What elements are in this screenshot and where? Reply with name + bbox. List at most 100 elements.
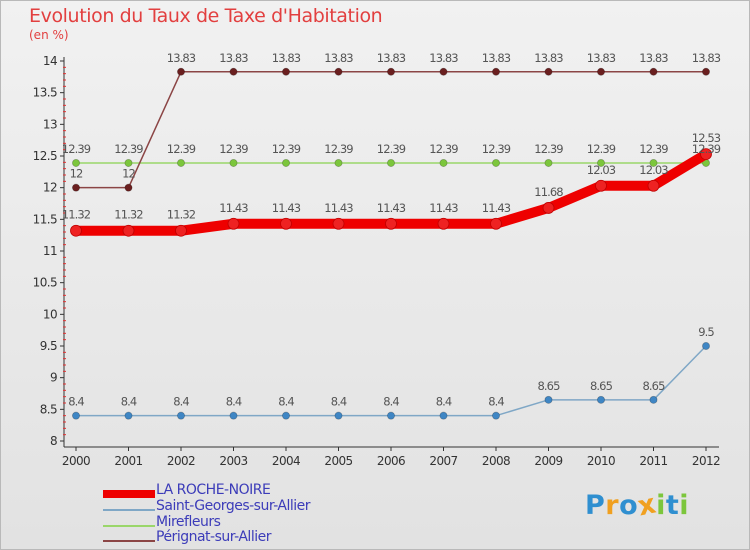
data-label: 8.4 bbox=[226, 395, 242, 409]
y-tick-label: 10.5 bbox=[33, 276, 57, 290]
data-point bbox=[229, 67, 238, 76]
data-point bbox=[700, 148, 712, 161]
y-tick-label: 8.5 bbox=[40, 402, 57, 416]
x-tick-label: 2005 bbox=[324, 454, 352, 468]
data-point bbox=[490, 217, 502, 230]
data-label: 12 bbox=[122, 167, 135, 181]
legend-label-perignat: Pérignat-sur-Allier bbox=[156, 529, 271, 545]
x-tick-label: 2001 bbox=[114, 454, 142, 468]
data-label: 11.32 bbox=[114, 208, 143, 222]
data-point bbox=[229, 158, 238, 167]
y-tick-label: 13 bbox=[43, 117, 57, 131]
x-tick-label: 2000 bbox=[62, 454, 90, 468]
data-point bbox=[334, 411, 343, 420]
data-label: 8.4 bbox=[383, 395, 399, 409]
data-point bbox=[334, 67, 343, 76]
legend-label-la-roche-noire: LA ROCHE-NOIRE bbox=[156, 482, 271, 498]
data-label: 8.4 bbox=[173, 395, 189, 409]
data-point bbox=[437, 217, 450, 230]
data-point bbox=[229, 411, 238, 420]
data-point bbox=[281, 67, 290, 76]
y-tick-label: 10 bbox=[43, 307, 57, 321]
data-label: 12.39 bbox=[482, 142, 511, 156]
data-point bbox=[491, 67, 500, 76]
data-point bbox=[175, 224, 187, 237]
data-label: 12.39 bbox=[639, 142, 668, 156]
y-tick-label: 9.5 bbox=[40, 339, 57, 353]
data-point bbox=[597, 158, 606, 167]
data-label: 11.43 bbox=[429, 201, 458, 215]
legend-swatch-saint-georges bbox=[103, 509, 155, 511]
data-point bbox=[595, 179, 607, 192]
data-label: 13.83 bbox=[219, 51, 248, 65]
y-tick-label: 11.5 bbox=[33, 212, 57, 226]
data-point bbox=[176, 67, 185, 76]
y-tick-label: 8 bbox=[50, 434, 57, 448]
legend-swatch-perignat bbox=[103, 540, 155, 542]
data-label: 8.4 bbox=[436, 395, 452, 409]
legend-label-mirefleurs: Mirefleurs bbox=[156, 514, 221, 530]
x-tick-label: 2012 bbox=[692, 454, 720, 468]
data-point bbox=[124, 158, 133, 167]
data-point bbox=[122, 224, 135, 237]
data-label: 8.65 bbox=[642, 379, 665, 393]
logo-letter: P bbox=[585, 490, 606, 521]
x-tick-label: 2007 bbox=[429, 454, 457, 468]
data-point bbox=[334, 158, 343, 167]
x-tick-label: 2009 bbox=[534, 454, 562, 468]
y-tick-label: 11 bbox=[43, 244, 57, 258]
data-point bbox=[72, 183, 81, 192]
data-point bbox=[280, 217, 292, 230]
data-label: 11.43 bbox=[324, 201, 353, 215]
data-point bbox=[281, 411, 290, 420]
data-label: 12.39 bbox=[219, 142, 248, 156]
data-label: 13.83 bbox=[324, 51, 353, 65]
data-label: 13.83 bbox=[429, 51, 458, 65]
data-point bbox=[702, 341, 711, 350]
data-point bbox=[176, 411, 185, 420]
data-label: 12.39 bbox=[62, 142, 91, 156]
data-label: 8.4 bbox=[121, 395, 137, 409]
x-tick-label: 2003 bbox=[219, 454, 247, 468]
y-tick-label: 12.5 bbox=[33, 149, 57, 163]
data-label: 12.39 bbox=[272, 142, 301, 156]
legend-swatch-la-roche-noire bbox=[103, 490, 155, 498]
data-label: 8.4 bbox=[331, 395, 347, 409]
y-tick-label: 12 bbox=[43, 181, 57, 195]
data-point bbox=[386, 158, 395, 167]
data-point bbox=[72, 158, 81, 167]
data-point bbox=[544, 395, 553, 404]
legend-swatch-mirefleurs bbox=[103, 525, 155, 527]
data-point bbox=[544, 158, 553, 167]
data-point bbox=[386, 67, 395, 76]
data-label: 12 bbox=[70, 167, 83, 181]
data-point bbox=[491, 411, 500, 420]
data-label: 12.39 bbox=[429, 142, 458, 156]
data-point bbox=[386, 411, 395, 420]
x-tick-label: 2008 bbox=[482, 454, 510, 468]
data-label: 8.4 bbox=[68, 395, 84, 409]
data-label: 12.39 bbox=[587, 142, 616, 156]
data-point bbox=[332, 217, 345, 230]
x-tick-label: 2011 bbox=[639, 454, 667, 468]
data-label: 12.53 bbox=[692, 131, 721, 145]
chart-unit-label: (en %) bbox=[29, 28, 69, 42]
x-tick-label: 2002 bbox=[167, 454, 195, 468]
data-point bbox=[439, 67, 448, 76]
y-tick-label: 13.5 bbox=[33, 86, 57, 100]
data-label: 11.68 bbox=[534, 185, 563, 199]
data-label: 11.43 bbox=[482, 201, 511, 215]
data-label: 12.03 bbox=[587, 163, 616, 177]
data-point bbox=[439, 411, 448, 420]
data-label: 12.39 bbox=[324, 142, 353, 156]
data-label: 11.43 bbox=[219, 201, 248, 215]
data-label: 8.4 bbox=[488, 395, 504, 409]
data-label: 13.83 bbox=[377, 51, 406, 65]
data-point bbox=[70, 224, 82, 237]
data-label: 13.83 bbox=[482, 51, 511, 65]
chart-title: Evolution du Taux de Taxe d'Habitation bbox=[29, 5, 383, 27]
data-label: 13.83 bbox=[692, 51, 721, 65]
data-label: 11.43 bbox=[377, 201, 406, 215]
data-label: 11.32 bbox=[167, 208, 196, 222]
